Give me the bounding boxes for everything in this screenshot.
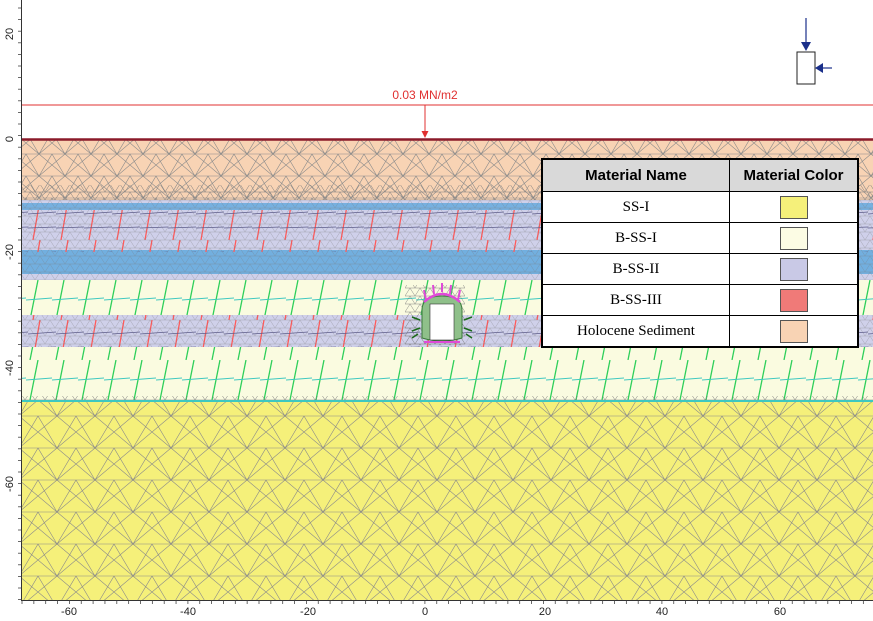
legend-row: Holocene Sediment (541, 315, 859, 348)
legend-color-swatch (779, 257, 808, 281)
y-axis-ticks (18, 7, 22, 600)
legend-row: B-SS-II (541, 253, 859, 285)
x-axis-ticks (21, 600, 864, 604)
legend-header-color: Material Color (729, 158, 859, 192)
x-tick-label: 20 (539, 606, 551, 618)
legend-material-name: B-SS-I (541, 222, 730, 254)
x-tick-label: 0 (422, 606, 428, 618)
legend-row: SS-I (541, 191, 859, 223)
boundary-condition-icon (796, 18, 832, 85)
legend-color-swatch (779, 226, 808, 250)
material-legend: Material Name Material Color SS-I B-SS-I… (541, 158, 859, 348)
x-tick-label: -20 (300, 606, 316, 618)
tunnel (405, 283, 473, 345)
x-axis-labels: -60 -40 -20 0 20 40 60 (61, 606, 786, 618)
legend-header: Material Name Material Color (541, 158, 859, 192)
y-tick-label: -40 (4, 360, 16, 376)
load-arrow-head (421, 131, 429, 138)
distributed-load: 0.03 MN/m2 (22, 88, 873, 138)
legend-row: B-SS-I (541, 222, 859, 254)
x-tick-label: 40 (656, 606, 668, 618)
legend-color-swatch (779, 195, 808, 219)
y-tick-label: 20 (4, 28, 16, 40)
x-tick-label: -60 (61, 606, 77, 618)
tunnel-opening (429, 303, 455, 341)
tunnel-support-arch (423, 292, 461, 303)
legend-row: B-SS-III (541, 284, 859, 316)
x-tick-label: 60 (774, 606, 786, 618)
y-tick-label: -20 (4, 244, 16, 260)
y-tick-label: 0 (4, 136, 16, 142)
legend-color-swatch (779, 288, 808, 312)
legend-color-swatch (779, 319, 808, 343)
legend-material-name: Holocene Sediment (541, 315, 730, 348)
legend-header-name: Material Name (541, 158, 730, 192)
legend-material-name: B-SS-III (541, 284, 730, 316)
y-axis-labels: 20 0 -20 -40 -60 (4, 28, 16, 492)
legend-material-name: SS-I (541, 191, 730, 223)
y-tick-label: -60 (4, 476, 16, 492)
legend-material-name: B-SS-II (541, 253, 730, 285)
load-label: 0.03 MN/m2 (392, 88, 458, 102)
x-tick-label: -40 (180, 606, 196, 618)
